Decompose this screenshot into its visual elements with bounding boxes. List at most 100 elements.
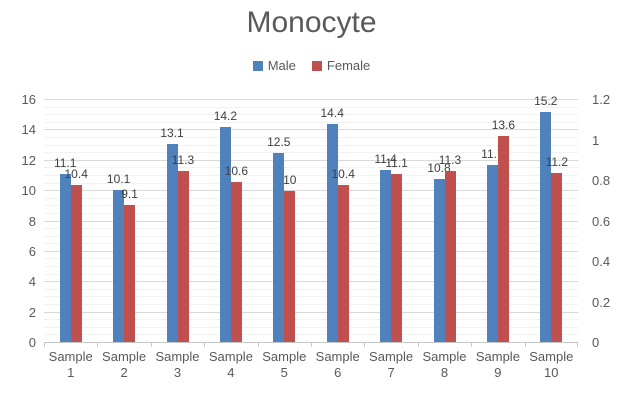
male-data-label: 14.2 — [213, 109, 238, 124]
legend-item-male: Male — [252, 58, 296, 73]
left-axis-tick-label: 16 — [21, 92, 36, 107]
minor-gridline — [44, 197, 578, 199]
male-bar — [273, 153, 285, 343]
male-data-label: 12.5 — [267, 135, 291, 150]
male-bar — [380, 169, 392, 343]
x-axis-category-label: Sample 1 — [48, 349, 93, 380]
female-bar — [284, 191, 296, 343]
male-data-label: 13.1 — [160, 126, 184, 141]
male-bar — [540, 112, 552, 343]
left-axis-tick-label: 4 — [28, 274, 36, 290]
female-data-label: 10.6 — [224, 164, 249, 179]
male-data-label: 15.2 — [534, 94, 558, 109]
left-axis-tick-label: 6 — [28, 243, 36, 259]
female-bar — [444, 171, 456, 343]
female-bar — [551, 172, 563, 343]
male-data-label: 10.1 — [106, 171, 131, 186]
female-bar — [124, 204, 136, 343]
x-axis-tick — [97, 343, 99, 347]
left-axis-tick-label: 14 — [21, 122, 36, 138]
female-bar — [337, 185, 349, 343]
male-bar — [166, 144, 178, 343]
x-axis-category-label: Sample 6 — [315, 349, 360, 380]
x-axis-tick — [150, 343, 152, 347]
right-axis-tick-label: 0.6 — [592, 213, 611, 229]
minor-gridline — [44, 304, 578, 306]
minor-gridline — [44, 136, 578, 138]
female-data-label: 10.4 — [331, 167, 355, 182]
male-bar — [59, 174, 71, 343]
x-axis-tick — [471, 343, 473, 347]
minor-gridline — [44, 334, 578, 336]
minor-gridline — [44, 326, 578, 328]
minor-gridline — [44, 144, 578, 146]
female-bar — [391, 174, 403, 343]
x-axis-category-label: Sample 2 — [102, 349, 147, 380]
legend-swatch-icon — [252, 60, 263, 71]
male-data-label: 11.4 — [374, 151, 397, 166]
female-data-label: 10 — [283, 173, 297, 188]
major-gridline — [44, 281, 578, 283]
x-axis-category-label: Sample 7 — [369, 349, 414, 380]
right-axis-tick-label: 1 — [592, 132, 600, 148]
minor-gridline — [44, 152, 578, 154]
major-gridline — [44, 250, 578, 252]
left-axis-tick-label: 2 — [28, 304, 36, 320]
legend-label: Male — [267, 58, 296, 73]
female-data-label: 13.6 — [491, 118, 516, 133]
legend-swatch-icon — [311, 60, 322, 71]
right-axis-tick-label: 1.2 — [592, 92, 611, 107]
minor-gridline — [44, 258, 578, 260]
minor-gridline — [44, 266, 578, 268]
major-gridline — [44, 311, 578, 313]
minor-gridline — [44, 273, 578, 275]
x-axis-tick — [524, 343, 526, 347]
female-bar — [177, 171, 189, 343]
female-data-label: 11.1 — [385, 156, 408, 171]
left-axis-tick-label: 10 — [21, 183, 36, 199]
x-axis-tick — [417, 343, 419, 347]
male-bar — [486, 165, 498, 343]
legend-item-female: Female — [311, 58, 371, 73]
female-data-label: 9.1 — [121, 186, 138, 201]
x-axis-category-label: Sample 8 — [422, 349, 467, 380]
minor-gridline — [44, 319, 578, 321]
x-axis-tick — [577, 343, 578, 347]
minor-gridline — [44, 212, 578, 214]
minor-gridline — [44, 296, 578, 298]
male-data-label: 14.4 — [320, 106, 344, 121]
female-data-label: 10.4 — [64, 167, 88, 182]
right-axis-tick-label: 0.2 — [592, 294, 611, 310]
x-axis-tick — [364, 343, 366, 347]
x-axis-tick — [44, 343, 45, 347]
chart-legend: Male Female — [0, 58, 623, 73]
x-axis-category-label: Sample 10 — [529, 349, 574, 380]
minor-gridline — [44, 174, 578, 176]
legend-label: Female — [326, 58, 371, 73]
x-axis-category-label: Sample 3 — [155, 349, 200, 380]
x-axis-tick — [311, 343, 312, 347]
left-axis-tick-label: 12 — [21, 152, 36, 168]
female-bar — [230, 182, 242, 343]
minor-gridline — [44, 205, 578, 207]
x-axis-tick — [204, 343, 206, 347]
minor-gridline — [44, 167, 578, 169]
female-data-label: 11.3 — [171, 153, 195, 168]
male-bar — [326, 124, 338, 343]
x-axis-category-label: Sample 4 — [208, 349, 253, 380]
male-bar — [113, 189, 125, 343]
chart-title: Monocyte — [246, 6, 377, 39]
minor-gridline — [44, 228, 578, 230]
major-gridline — [44, 159, 578, 161]
left-axis-tick-label: 8 — [28, 213, 36, 229]
plot-area: 11.1 10.4 10.1 9.1 13.1 11.3 14.2 10.6 12.5 10 14.… — [44, 95, 578, 347]
x-axis-category-label: Sample 9 — [475, 349, 520, 380]
minor-gridline — [44, 114, 578, 116]
minor-gridline — [44, 106, 578, 108]
major-gridline — [44, 129, 578, 131]
right-axis-tick-label: 0 — [592, 335, 600, 350]
minor-gridline — [44, 235, 578, 237]
left-axis-tick-label: 0 — [28, 335, 36, 350]
right-axis-tick-label: 0.8 — [592, 173, 611, 188]
female-bar — [70, 185, 82, 343]
